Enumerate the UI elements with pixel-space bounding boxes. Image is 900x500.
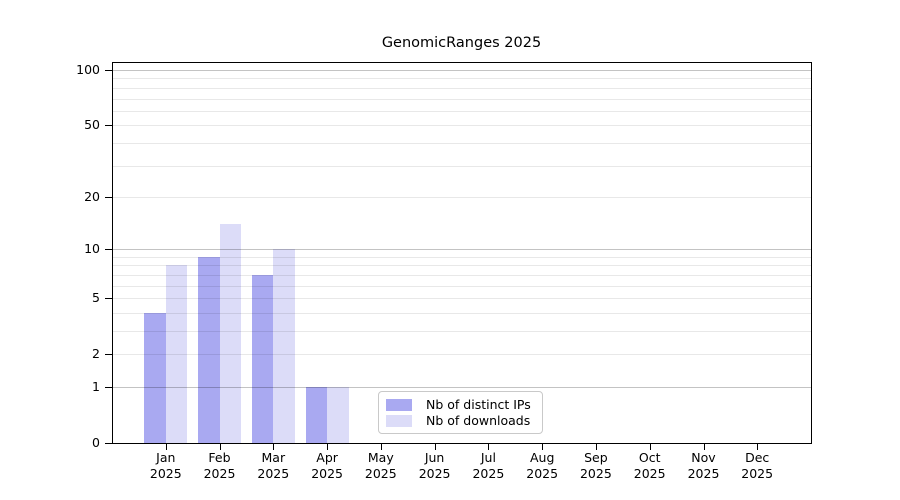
x-tick-label: Aug 2025 [526,450,559,481]
x-tick-label: Apr 2025 [311,450,343,481]
plot-area [112,62,811,443]
x-tick-label: Jan 2025 [149,450,182,481]
minor-gridline [112,78,811,80]
legend-swatch-distinct-ips [386,398,412,411]
x-tick-mark [542,444,544,450]
y-tick-label: 2 [92,346,100,362]
bar-feb-downloads [219,224,241,443]
x-tick-label: Mar 2025 [257,450,290,481]
legend: Nb of distinct IPs Nb of downloads [378,391,543,434]
x-tick-mark [219,444,221,450]
x-tick-label: Jun 2025 [418,450,451,481]
x-tick-mark [327,444,329,450]
y-tick-mark [105,298,112,300]
minor-gridline [112,196,811,198]
minor-gridline [112,256,811,258]
y-tick-mark [105,249,112,251]
bar-mar-distinct-ips [251,274,274,443]
x-tick-label: Sep 2025 [579,450,612,481]
minor-gridline [112,298,811,300]
minor-gridline [112,98,811,100]
y-tick-mark [105,196,112,198]
y-tick-label: 1 [92,379,100,394]
x-tick-mark [273,444,275,450]
bar-mar-downloads [273,249,295,443]
y-tick-label: 50 [84,117,100,133]
y-tick-mark [105,354,112,356]
major-gridline [112,70,811,71]
major-gridline [112,249,811,251]
x-tick-mark [703,444,705,450]
legend-label-downloads: Nb of downloads [426,413,531,428]
y-tick-label: 100 [76,62,100,77]
minor-gridline [112,125,811,127]
y-tick-mark [105,70,112,71]
chart-title: GenomicRanges 2025 [381,35,542,51]
minor-gridline [112,165,811,167]
bar-apr-downloads [327,387,349,443]
bar-apr-distinct-ips [305,387,328,443]
x-tick-mark [165,444,167,450]
legend-swatch-downloads [386,414,412,427]
x-tick-mark [649,444,651,450]
minor-gridline [112,274,811,276]
minor-gridline [112,265,811,267]
y-tick-label: 5 [92,290,100,306]
legend-label-distinct-ips: Nb of distinct IPs [426,397,531,412]
legend-item-distinct-ips: Nb of distinct IPs [386,397,534,412]
y-tick-label: 20 [84,188,100,204]
x-axis-line [112,443,812,444]
x-tick-label: May 2025 [364,450,397,481]
minor-gridline [112,285,811,287]
y-tick-mark [105,125,112,127]
x-tick-mark [434,444,436,450]
bar-jan-downloads [165,265,188,443]
x-tick-label: Jul 2025 [472,450,505,481]
x-tick-mark [488,444,490,450]
top-spine [112,62,812,63]
major-gridline [112,387,811,388]
x-tick-mark [380,444,382,450]
x-tick-mark [595,444,597,450]
y-tick-mark [105,443,112,444]
minor-gridline [112,87,811,89]
y-tick-label: 0 [92,435,100,450]
minor-gridline [112,312,811,314]
minor-gridline [112,354,811,356]
legend-item-downloads: Nb of downloads [386,413,534,428]
x-tick-label: Feb 2025 [203,450,236,481]
bar-feb-distinct-ips [198,256,220,443]
minor-gridline [112,110,811,112]
x-tick-mark [757,444,759,450]
bar-jan-distinct-ips [144,312,166,443]
x-tick-label: Oct 2025 [633,450,666,481]
right-spine [811,62,812,444]
y-axis-line [112,62,113,444]
y-tick-label: 10 [84,241,100,257]
x-tick-label: Dec 2025 [741,450,774,481]
minor-gridline [112,331,811,332]
x-tick-label: Nov 2025 [687,450,720,481]
y-tick-mark [105,387,112,388]
minor-gridline [112,142,811,144]
